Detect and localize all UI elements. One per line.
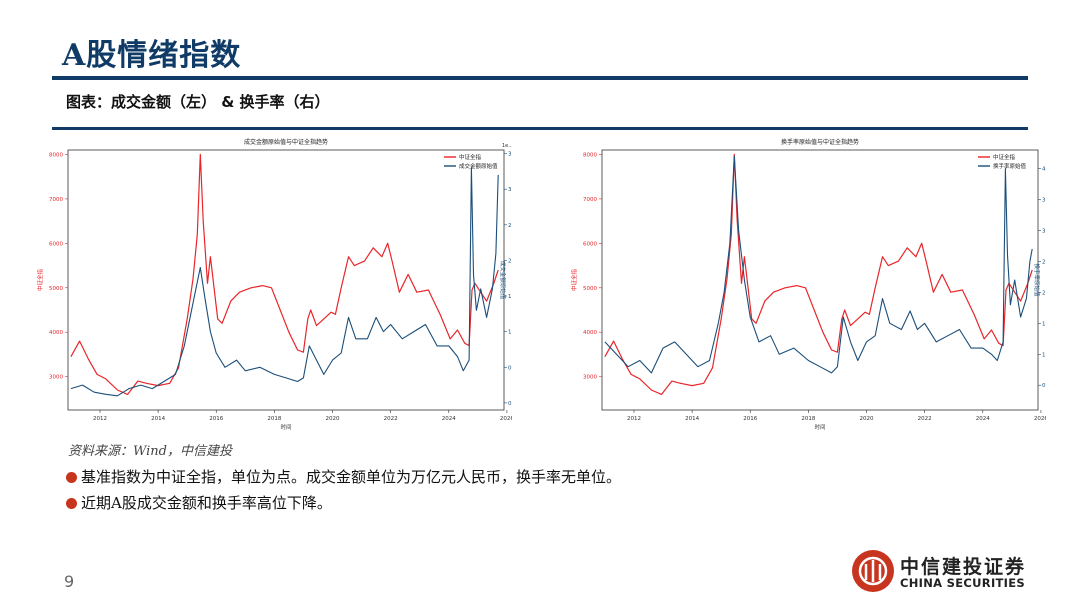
y-left-tick-label: 4000 <box>49 330 63 336</box>
y-left-tick-label: 6000 <box>583 241 597 247</box>
y-left-axis-label: 中证全指 <box>570 269 578 292</box>
x-tick-label: 2014 <box>685 416 699 422</box>
y-right-tick-label: 1.5 <box>508 294 512 300</box>
plot-frame <box>67 149 505 411</box>
y-left-tick-label: 8000 <box>49 152 63 158</box>
x-tick-label: 2026 <box>500 416 512 422</box>
x-tick-label: 2022 <box>384 416 398 422</box>
y-right-tick-label: 2.5 <box>1042 259 1046 265</box>
y-left-tick-label: 5000 <box>49 286 63 292</box>
page-title: A股情绪指数 <box>62 38 242 73</box>
y-left-tick-label: 8000 <box>583 152 597 158</box>
chart-title: 换手率原始值与中证全指趋势 <box>781 138 859 146</box>
index-series-line <box>70 153 499 395</box>
x-tick-label: 2024 <box>976 416 990 422</box>
y-left-axis-label: 中证全指 <box>36 269 44 292</box>
legend-label: 中证全指 <box>459 153 482 161</box>
y-right-tick-label: 1.0 <box>508 330 512 336</box>
bullet-item: 近期A股成交金额和换手率高位下降。 <box>66 492 332 513</box>
legend-label: 成交金额原始值 <box>459 162 498 170</box>
x-axis-label: 时间 <box>814 423 825 431</box>
turnover-amount-chart: 成交金额原始值与中证全指趋势 2012 2014 2016 2018 2020 2022 20… <box>34 134 512 434</box>
x-tick-label: 2020 <box>860 416 874 422</box>
y-right-tick-label: 4.0 <box>1042 167 1046 173</box>
activity-series-line <box>70 167 499 397</box>
y-left-tick-label: 6000 <box>49 241 63 247</box>
y-right-axis-label: 成交金额原始值 <box>499 261 507 300</box>
bullet-item: 基准指数为中证全指，单位为点。成交金额单位为万亿元人民币，换手率无单位。 <box>66 466 621 487</box>
company-logo: 中信建投证券 CHINA SECURITIES <box>852 548 1032 596</box>
y-left-tick-label: 3000 <box>583 375 597 381</box>
plot-frame <box>601 149 1039 411</box>
y-right-tick-label: 2.0 <box>1042 290 1046 296</box>
chart-title: 成交金额原始值与中证全指趋势 <box>244 138 328 146</box>
x-tick-label: 2012 <box>627 416 641 422</box>
china-securities-logo-icon <box>852 550 894 592</box>
y-right-tick-label: 2.5 <box>508 223 512 229</box>
bullet-text: 近期A股成交金额和换手率高位下降。 <box>81 494 332 512</box>
y-right-tick-label: 1.5 <box>1042 321 1046 327</box>
caption-divider <box>52 127 1028 130</box>
figure-caption: 图表：成交金额（左） & 换手率（右） <box>66 93 330 111</box>
y-right-tick-label: 0.5 <box>1042 383 1046 389</box>
bullet-text: 基准指数为中证全指，单位为点。成交金额单位为万亿元人民币，换手率无单位。 <box>81 468 622 486</box>
y-right-tick-label: 3.5 <box>508 152 512 158</box>
y-right-axis-label: 换手率原始值 <box>1033 263 1041 297</box>
bullet-dot-icon <box>66 472 77 483</box>
source-note: 资料来源：Wind，中信建投 <box>68 444 232 459</box>
page-number: 9 <box>64 572 75 591</box>
x-tick-label: 2016 <box>743 416 757 422</box>
index-series-line <box>604 153 1033 395</box>
y-right-tick-label: 3.0 <box>508 187 512 193</box>
legend-label: 中证全指 <box>993 153 1016 161</box>
logo-text-en: CHINA SECURITIES <box>900 576 1025 590</box>
turnover-rate-chart: 换手率原始值与中证全指趋势 2012 2014 2016 2018 2020 2022 202… <box>568 134 1046 434</box>
x-tick-label: 2022 <box>918 416 932 422</box>
y-left-tick-label: 5000 <box>583 286 597 292</box>
y-right-tick-label: 0.5 <box>508 365 512 371</box>
x-axis-label: 时间 <box>280 423 291 431</box>
y-right-tick-label: 1.0 <box>1042 352 1046 358</box>
x-tick-label: 2012 <box>93 416 107 422</box>
logo-text-cn: 中信建投证券 <box>900 556 1027 578</box>
x-tick-label: 2018 <box>267 416 281 422</box>
x-tick-label: 2024 <box>442 416 456 422</box>
y-left-tick-label: 3000 <box>49 375 63 381</box>
activity-series-line <box>604 155 1033 374</box>
y-right-tick-label: 0.0 <box>508 401 512 407</box>
turnover-rate-chart-svg: 换手率原始值与中证全指趋势 2012 2014 2016 2018 2020 2022 202… <box>570 138 1046 431</box>
x-tick-label: 2016 <box>209 416 223 422</box>
y-left-tick-label: 7000 <box>583 197 597 203</box>
x-tick-label: 2014 <box>151 416 165 422</box>
y-right-tick-label: 2.0 <box>508 258 512 264</box>
y-right-unit-label: 1e... <box>502 143 512 149</box>
x-tick-label: 2026 <box>1034 416 1046 422</box>
y-left-tick-label: 4000 <box>583 330 597 336</box>
turnover-amount-chart-svg: 成交金额原始值与中证全指趋势 2012 2014 2016 2018 2020 2022 20… <box>36 138 512 431</box>
x-tick-label: 2018 <box>801 416 815 422</box>
y-right-tick-label: 3.0 <box>1042 228 1046 234</box>
y-left-tick-label: 7000 <box>49 197 63 203</box>
title-divider <box>52 76 1028 80</box>
x-tick-label: 2020 <box>326 416 340 422</box>
bullet-dot-icon <box>66 498 77 509</box>
legend-label: 换手率原始值 <box>993 162 1027 170</box>
y-right-tick-label: 3.5 <box>1042 198 1046 204</box>
